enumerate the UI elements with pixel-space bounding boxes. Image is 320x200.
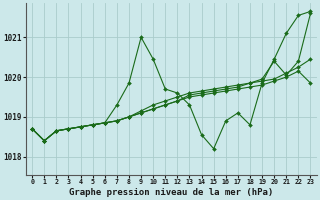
X-axis label: Graphe pression niveau de la mer (hPa): Graphe pression niveau de la mer (hPa) [69, 188, 274, 197]
